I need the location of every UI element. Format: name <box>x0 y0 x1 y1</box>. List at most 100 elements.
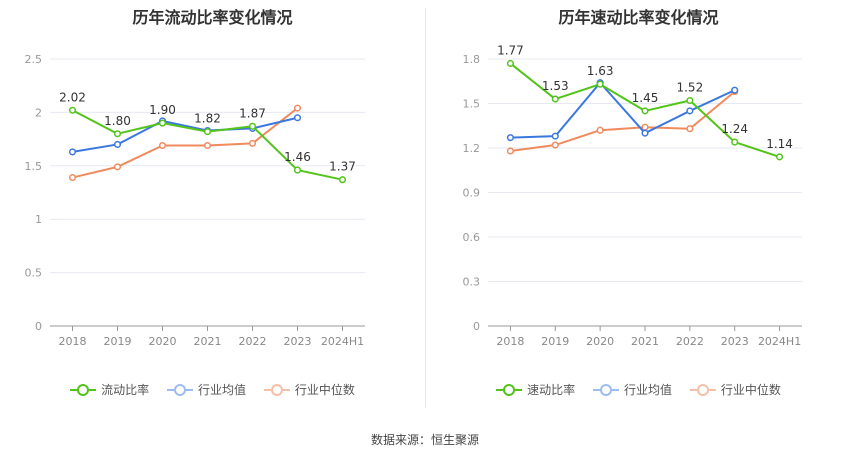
data-point <box>641 129 649 137</box>
current-ratio-chart: 0 0.5 1 1.5 2 2.5 2018 2019 2020 2021 2022 2023 2024… <box>25 53 365 348</box>
legend-item-median[interactable]: 行业中位数 <box>263 381 355 398</box>
data-point <box>551 132 559 140</box>
x-tick-label: 2024H1 <box>321 335 364 348</box>
data-label: 2.02 <box>59 90 86 104</box>
legend-item-ratio[interactable]: 速动比率 <box>496 381 575 398</box>
data-label: 1.87 <box>239 106 266 120</box>
quick-ratio-chart: 0 0.3 0.6 0.9 1.2 1.5 1.8 2018 2019 2020 2021 2022 2… <box>463 43 802 348</box>
legend-marker-icon <box>592 383 619 397</box>
data-label: 1.14 <box>766 137 793 151</box>
data-label: 1.52 <box>676 81 703 95</box>
legend-label: 行业中位数 <box>294 383 355 397</box>
y-tick-label: 0.3 <box>463 276 481 289</box>
x-tick-label: 2023 <box>721 335 749 348</box>
data-point <box>338 176 347 184</box>
data-point <box>506 134 514 142</box>
data-point <box>641 107 649 115</box>
data-point <box>113 140 122 148</box>
x-tick-label: 2018 <box>496 335 524 348</box>
data-point <box>203 128 212 136</box>
data-point <box>158 119 167 127</box>
chart-title: 历年速动比率变化情况 <box>558 8 719 27</box>
legend-marker-icon <box>263 383 290 397</box>
data-point <box>68 148 77 156</box>
data-point <box>113 130 122 138</box>
y-tick-label: 0 <box>35 320 42 333</box>
y-tick-label: 0.5 <box>25 267 43 280</box>
data-point <box>248 122 257 130</box>
panel-divider <box>425 8 426 408</box>
data-point <box>686 125 694 133</box>
data-point <box>596 126 604 134</box>
legend-item-average[interactable]: 行业均值 <box>592 381 672 398</box>
data-point <box>686 107 694 115</box>
quick-ratio-panel: 历年速动比率变化情况 0 0.3 0.6 0.9 1.2 1.5 1.8 2018 2019 20… <box>427 0 850 410</box>
y-tick-label: 1.5 <box>25 160 43 173</box>
x-tick-label: 2019 <box>541 335 569 348</box>
y-tick-label: 0.6 <box>463 231 481 244</box>
data-label: 1.77 <box>497 43 524 57</box>
x-tick-label: 2022 <box>239 335 267 348</box>
data-label: 1.63 <box>587 64 614 78</box>
data-point <box>551 95 559 103</box>
data-label: 1.53 <box>542 79 569 93</box>
y-tick-label: 2 <box>35 106 42 119</box>
x-tick-label: 2021 <box>631 335 659 348</box>
legend-label: 行业中位数 <box>720 383 781 397</box>
chart-title: 历年流动比率变化情况 <box>132 8 293 27</box>
series-line <box>510 90 736 152</box>
y-tick-label: 1.5 <box>463 98 481 111</box>
data-point <box>293 166 302 174</box>
legend-label: 行业均值 <box>623 383 672 397</box>
data-point <box>686 96 694 105</box>
legend-marker-icon <box>689 383 716 397</box>
y-tick-label: 1.2 <box>463 142 481 155</box>
data-point <box>293 104 302 112</box>
data-source-note: 数据来源：恒生聚源 <box>370 433 479 447</box>
x-tick-label: 2023 <box>284 335 312 348</box>
legend-marker-icon <box>166 383 193 397</box>
data-point <box>248 139 257 147</box>
legend-marker-icon <box>70 383 97 397</box>
data-label: 1.82 <box>194 112 221 126</box>
data-label: 1.24 <box>721 122 748 136</box>
data-point <box>203 141 212 150</box>
data-point <box>731 86 739 94</box>
legend: 流动比率 行业均值 行业中位数 <box>0 381 425 400</box>
data-label: 1.46 <box>284 150 311 164</box>
y-tick-label: 0 <box>473 320 480 333</box>
legend-item-median[interactable]: 行业中位数 <box>689 381 781 398</box>
data-point <box>158 141 167 150</box>
legend: 速动比率 行业均值 行业中位数 <box>427 381 850 400</box>
y-tick-label: 1 <box>35 213 42 226</box>
x-tick-label: 2024H1 <box>758 335 801 348</box>
data-point <box>776 153 784 161</box>
y-tick-label: 2.5 <box>25 53 43 66</box>
y-tick-label: 1.8 <box>463 53 481 66</box>
data-label: 1.90 <box>149 103 176 117</box>
x-tick-label: 2022 <box>676 335 704 348</box>
data-label: 1.45 <box>632 91 659 105</box>
data-point <box>293 114 302 122</box>
legend-item-ratio[interactable]: 流动比率 <box>70 381 149 398</box>
legend-label: 流动比率 <box>101 383 150 397</box>
x-tick-label: 2018 <box>59 335 87 348</box>
data-point <box>551 141 559 149</box>
x-tick-label: 2021 <box>194 335 222 348</box>
current-ratio-panel: 历年流动比率变化情况 0 0.5 1 1.5 2 2.5 2018 2019 2020 2021 2… <box>0 0 425 410</box>
legend-item-average[interactable]: 行业均值 <box>166 381 246 398</box>
data-label: 1.37 <box>329 160 356 174</box>
legend-label: 速动比率 <box>527 383 576 397</box>
x-tick-label: 2019 <box>104 335 132 348</box>
legend-label: 行业均值 <box>197 383 246 397</box>
x-tick-label: 2020 <box>149 335 177 348</box>
data-label: 1.80 <box>104 114 131 128</box>
data-point <box>596 80 604 88</box>
data-point <box>506 147 514 155</box>
data-point <box>641 123 649 131</box>
data-point <box>68 173 77 182</box>
series-line <box>72 116 298 153</box>
legend-marker-icon <box>496 383 523 397</box>
data-point <box>506 59 514 68</box>
data-point <box>113 163 122 171</box>
